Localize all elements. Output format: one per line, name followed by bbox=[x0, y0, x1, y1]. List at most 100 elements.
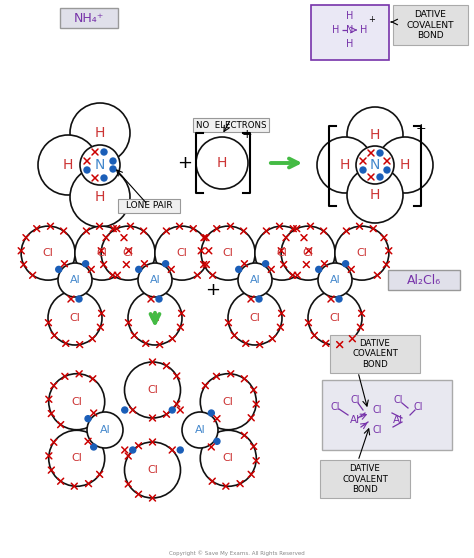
Text: N: N bbox=[346, 25, 354, 35]
Circle shape bbox=[256, 296, 262, 302]
Circle shape bbox=[122, 407, 128, 413]
Circle shape bbox=[70, 167, 130, 227]
Circle shape bbox=[110, 158, 116, 164]
Text: H: H bbox=[332, 25, 340, 35]
Text: Al: Al bbox=[70, 275, 81, 285]
Circle shape bbox=[201, 374, 256, 430]
Text: H: H bbox=[340, 158, 350, 172]
Text: H: H bbox=[370, 188, 380, 202]
Circle shape bbox=[163, 261, 169, 267]
Circle shape bbox=[56, 266, 62, 272]
FancyBboxPatch shape bbox=[311, 5, 389, 60]
Text: +: + bbox=[177, 154, 192, 172]
Text: H: H bbox=[217, 156, 227, 170]
FancyBboxPatch shape bbox=[118, 199, 180, 213]
Circle shape bbox=[136, 266, 142, 272]
Text: +: + bbox=[206, 281, 220, 299]
Circle shape bbox=[308, 291, 362, 345]
Text: Cl: Cl bbox=[223, 248, 234, 258]
Text: Cl: Cl bbox=[147, 385, 158, 395]
Text: N: N bbox=[95, 158, 105, 172]
Text: Al: Al bbox=[150, 275, 160, 285]
Text: Cl: Cl bbox=[372, 425, 382, 435]
Text: DATIVE
COVALENT
BOND: DATIVE COVALENT BOND bbox=[352, 339, 398, 369]
Circle shape bbox=[377, 174, 383, 180]
Circle shape bbox=[263, 261, 269, 267]
Text: H: H bbox=[346, 11, 354, 21]
Text: H: H bbox=[360, 25, 368, 35]
Text: H: H bbox=[400, 158, 410, 172]
Circle shape bbox=[347, 167, 403, 223]
Text: Cl: Cl bbox=[413, 402, 423, 412]
Text: Al: Al bbox=[350, 415, 360, 425]
Text: Cl: Cl bbox=[223, 453, 234, 463]
Text: NH₄⁺: NH₄⁺ bbox=[74, 12, 104, 25]
Text: Cl: Cl bbox=[372, 405, 382, 415]
Text: Cl: Cl bbox=[150, 313, 160, 323]
Circle shape bbox=[49, 374, 105, 430]
Circle shape bbox=[196, 137, 248, 189]
Text: H: H bbox=[370, 128, 380, 142]
Circle shape bbox=[336, 296, 342, 302]
Circle shape bbox=[169, 407, 175, 413]
Circle shape bbox=[58, 263, 92, 297]
Text: +: + bbox=[369, 16, 375, 25]
Circle shape bbox=[125, 362, 181, 418]
Circle shape bbox=[85, 416, 91, 422]
Circle shape bbox=[155, 226, 209, 280]
Text: Cl: Cl bbox=[303, 248, 314, 258]
Circle shape bbox=[101, 226, 155, 280]
Text: N: N bbox=[370, 158, 380, 172]
Text: Cl: Cl bbox=[330, 402, 340, 412]
Circle shape bbox=[343, 261, 348, 267]
Circle shape bbox=[377, 137, 433, 193]
Circle shape bbox=[360, 167, 366, 173]
Text: Cl: Cl bbox=[43, 248, 54, 258]
Circle shape bbox=[101, 149, 107, 155]
Text: Cl: Cl bbox=[176, 248, 187, 258]
Circle shape bbox=[201, 226, 255, 280]
Circle shape bbox=[138, 263, 172, 297]
Text: Cl: Cl bbox=[223, 397, 234, 407]
Circle shape bbox=[128, 291, 182, 345]
Text: NO  ELECTRONS: NO ELECTRONS bbox=[196, 121, 266, 129]
Text: DATIVE
COVALENT
BOND: DATIVE COVALENT BOND bbox=[406, 10, 454, 40]
Circle shape bbox=[82, 261, 89, 267]
Circle shape bbox=[347, 107, 403, 163]
Circle shape bbox=[335, 226, 389, 280]
Text: Al₂Cl₆: Al₂Cl₆ bbox=[407, 273, 441, 286]
Text: Al: Al bbox=[195, 425, 205, 435]
FancyBboxPatch shape bbox=[60, 8, 118, 28]
Text: DATIVE
COVALENT
BOND: DATIVE COVALENT BOND bbox=[342, 464, 388, 494]
Text: Cl: Cl bbox=[356, 248, 367, 258]
FancyBboxPatch shape bbox=[330, 335, 420, 373]
Text: Al: Al bbox=[329, 275, 340, 285]
Text: Copyright © Save My Exams. All Rights Reserved: Copyright © Save My Exams. All Rights Re… bbox=[169, 550, 305, 556]
Circle shape bbox=[201, 430, 256, 486]
Text: +: + bbox=[416, 122, 426, 134]
Text: Cl: Cl bbox=[250, 313, 260, 323]
Circle shape bbox=[110, 166, 116, 172]
Circle shape bbox=[317, 137, 373, 193]
Text: Al: Al bbox=[250, 275, 260, 285]
Text: Cl: Cl bbox=[276, 248, 287, 258]
Text: Cl: Cl bbox=[147, 465, 158, 475]
Text: Cl: Cl bbox=[123, 248, 134, 258]
Circle shape bbox=[377, 150, 383, 156]
Circle shape bbox=[356, 146, 394, 184]
Circle shape bbox=[75, 226, 129, 280]
Circle shape bbox=[255, 226, 309, 280]
Text: H: H bbox=[63, 158, 73, 172]
Text: H: H bbox=[95, 190, 105, 204]
FancyBboxPatch shape bbox=[193, 118, 269, 132]
FancyBboxPatch shape bbox=[393, 5, 468, 45]
Circle shape bbox=[70, 103, 130, 163]
Circle shape bbox=[182, 412, 218, 448]
Circle shape bbox=[49, 430, 105, 486]
FancyBboxPatch shape bbox=[388, 270, 460, 290]
Circle shape bbox=[177, 447, 183, 453]
Circle shape bbox=[84, 167, 90, 173]
Circle shape bbox=[281, 226, 335, 280]
Circle shape bbox=[101, 175, 107, 181]
Text: Cl: Cl bbox=[96, 248, 107, 258]
